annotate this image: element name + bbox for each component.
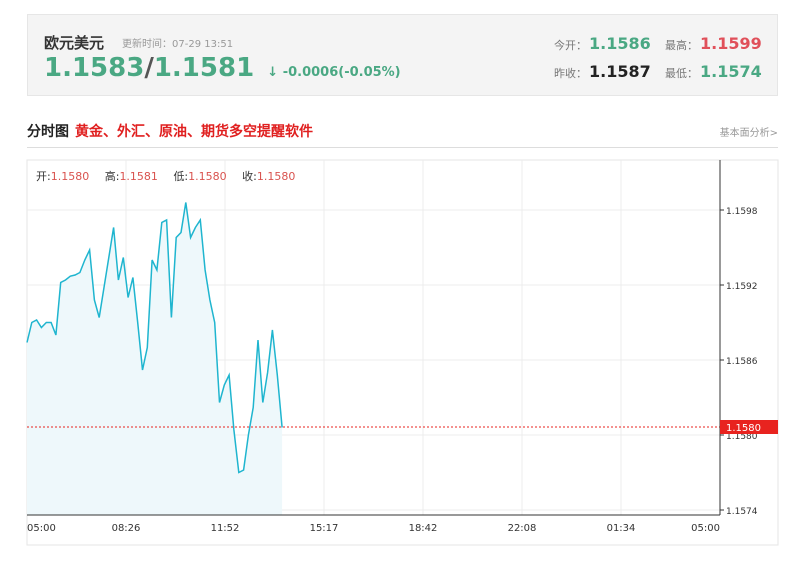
current-price-label: 1.1580 (726, 423, 761, 434)
bid-price: 1.1583 (44, 53, 145, 83)
price-area (27, 202, 283, 515)
high-stat: 最高： 1.1599 (665, 34, 762, 53)
prev-close-stat: 昨收： 1.1587 (554, 62, 651, 81)
update-value: 07-29 13:51 (172, 39, 234, 50)
update-time: 更新时间：07-29 13:51 (122, 35, 233, 50)
y-tick-label: 1.1586 (726, 357, 758, 367)
x-tick-label: 11:52 (211, 523, 240, 534)
price-change: -0.0006(-0.05%) (282, 65, 401, 80)
ohlc-high: 1.1581 (119, 170, 158, 183)
x-tick-label: 05:00 (27, 523, 56, 534)
ohlc-readout: 开:1.1580 高:1.1581 低:1.1580 收:1.1580 (36, 170, 296, 183)
ohlc-low: 1.1580 (188, 170, 227, 183)
instrument-name: 欧元美元 (44, 34, 105, 52)
fundamental-analysis-link[interactable]: 基本面分析> (719, 128, 778, 139)
price-display: 1.1583/1.1581 ↓ -0.0006(-0.05%) (44, 53, 401, 83)
ohlc-close: 1.1580 (256, 170, 296, 183)
quote-panel: 欧元美元 更新时间：07-29 13:51 1.1583/1.1581 ↓ -0… (27, 14, 778, 96)
x-tick-label: 05:00 (691, 523, 720, 534)
y-tick-label: 1.1580 (726, 432, 758, 442)
y-tick-label: 1.1574 (726, 507, 758, 517)
low-stat: 最低： 1.1574 (665, 62, 762, 81)
ohlc-open: 1.1580 (50, 170, 90, 183)
separator: / (144, 53, 154, 83)
ask-price: 1.1581 (153, 53, 255, 83)
x-tick-label: 08:26 (112, 523, 141, 534)
y-tick-label: 1.1598 (726, 207, 758, 217)
x-tick-label: 15:17 (310, 523, 339, 534)
update-label: 更新时间： (122, 39, 172, 50)
x-tick-label: 01:34 (607, 523, 636, 534)
section-header: 分时图 黄金、外汇、原油、期货多空提醒软件 (27, 121, 313, 141)
open-stat: 今开： 1.1586 (554, 34, 651, 53)
x-tick-label: 18:42 (409, 523, 438, 534)
y-tick-label: 1.1592 (726, 282, 758, 292)
section-title: 分时图 (27, 124, 69, 140)
arrow-down-icon: ↓ (267, 65, 279, 80)
current-price-tag (720, 420, 778, 434)
x-tick-label: 22:08 (508, 523, 537, 534)
price-line (26, 202, 283, 474)
promo-link[interactable]: 黄金、外汇、原油、期货多空提醒软件 (75, 124, 313, 140)
divider (27, 147, 778, 148)
